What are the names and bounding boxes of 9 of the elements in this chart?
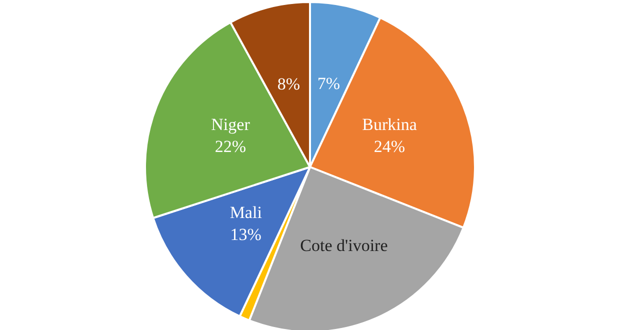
slice-label: Mali xyxy=(230,203,262,222)
slice-label: Niger xyxy=(211,115,250,134)
slice-label: Cote d'ivoire xyxy=(300,236,388,255)
slice-label: Burkina xyxy=(362,115,418,134)
data-label: 8% xyxy=(277,74,300,94)
data-label: 13% xyxy=(230,225,262,244)
data-label: 7% xyxy=(317,74,340,94)
data-label: 22% xyxy=(214,137,246,156)
data-label: 24% xyxy=(374,137,406,156)
